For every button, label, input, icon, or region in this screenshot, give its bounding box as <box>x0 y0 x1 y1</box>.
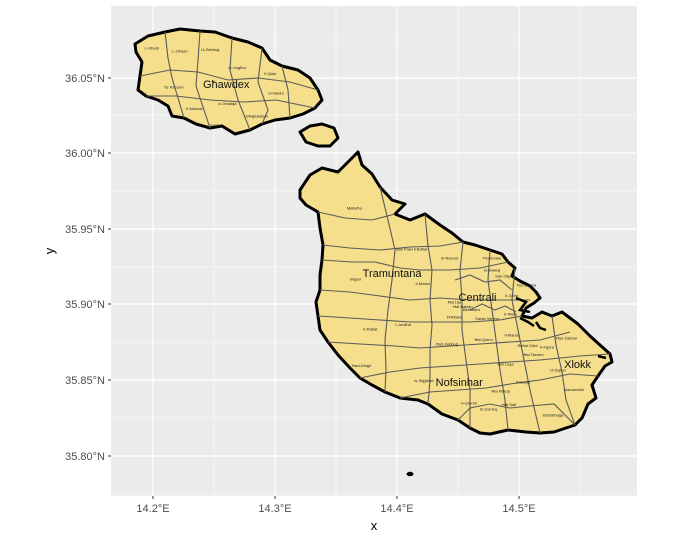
locality-label: Il-Mosta <box>415 281 430 286</box>
locality-label: Birkirkara <box>463 307 481 312</box>
locality-label: Il-Fgura <box>540 345 555 350</box>
locality-label: Sannat <box>210 122 224 127</box>
locality-label: Imġarr <box>350 277 362 282</box>
locality-label: Ħad-Dingli <box>352 363 371 368</box>
locality-label: San Pawl il-Baħar <box>396 246 428 251</box>
region-labels: Għawdex Tramuntana Centrali Nofsinhar Xlokk <box>203 79 592 389</box>
locality-label: Ħal Balzan <box>453 304 472 309</box>
y-tick-label: 35.95°N <box>65 224 105 236</box>
locality-label: L-Għarb <box>144 45 159 50</box>
x-tick-label: 14.5°E <box>502 503 535 515</box>
locality-label: Marsaxlokk <box>564 387 584 392</box>
harbour-lines <box>515 296 607 360</box>
locality-label: Il-Marsa <box>504 333 519 338</box>
locality-label: Ħal Kirkop <box>491 389 510 394</box>
locality-boundaries <box>139 30 611 434</box>
locality-label: Ħal Tarxien <box>524 352 544 357</box>
locality-label: Il-Munxar <box>186 106 203 111</box>
y-tick-label: 36.00°N <box>65 148 105 160</box>
locality-label: Mellieħa <box>347 206 363 211</box>
y-tick-label: 35.85°N <box>65 375 105 387</box>
comino-island <box>298 122 340 148</box>
locality-label: Il-Qrendi <box>461 401 476 406</box>
locality-label: San Ġiljan <box>495 274 513 279</box>
x-tick-label: 14.2°E <box>136 503 169 515</box>
locality-labels: L-Għarb L-Għasri Iż-Żebbuġ Ta' Kercem Ix-Xag… <box>144 45 584 417</box>
locality-label: Iż-Żejtun <box>550 367 566 372</box>
locality-label: Ix-Xagħra <box>229 65 247 70</box>
locality-label: Birżebbuġa <box>543 413 564 418</box>
locality-label: Iż-Żebbuġ <box>201 47 219 52</box>
y-tick-label: 35.90°N <box>65 299 105 311</box>
x-tick-label: 14.3°E <box>258 503 291 515</box>
region-label: Tramuntana <box>363 268 423 280</box>
locality-label: Tas-Sliema <box>516 283 537 288</box>
x-axis-ticks <box>152 496 520 499</box>
locality-label: L-Għasri <box>172 48 187 53</box>
locality-label: Iż-Żurrieq <box>480 407 497 412</box>
locality-label: Ħal Lija <box>448 299 462 304</box>
locality-label: Ix-Xewkija <box>218 101 237 106</box>
locality-label: Ħaż-Żebbuġ <box>436 342 458 347</box>
x-axis-title: x <box>371 518 378 533</box>
locality-label: Ħal Qormi <box>475 337 493 342</box>
y-axis-title: y <box>42 247 57 254</box>
y-tick-label: 35.80°N <box>65 451 105 463</box>
locality-label: Pembroke <box>483 255 502 260</box>
locality-label: Ħal Safi <box>502 402 516 407</box>
locality-label: Ħal Luqa <box>498 361 515 366</box>
region-label: Centrali <box>459 292 497 304</box>
locality-label: L-Imdina <box>395 322 411 327</box>
region-label: Xlokk <box>564 359 591 371</box>
locality-label: Santa Venera <box>475 316 500 321</box>
region-label: Nofsinhar <box>436 377 483 389</box>
x-tick-label: 14.4°E <box>380 503 413 515</box>
filfla-islet <box>406 471 414 477</box>
locality-label: Ħaż-Żabbar <box>556 336 578 341</box>
locality-label: Għajnsielem <box>246 113 269 118</box>
locality-label: Ħ'Attard <box>447 314 461 319</box>
y-axis-ticks <box>108 77 111 457</box>
region-label: Għawdex <box>203 79 250 91</box>
locality-label: In-Nadur <box>268 91 284 96</box>
locality-label: Ir-Rabat <box>363 327 378 332</box>
y-tick-label: 36.05°N <box>65 73 105 85</box>
locality-label: Il-Qala <box>264 71 277 76</box>
locality-label: Il-Gżira <box>505 293 519 298</box>
locality-label: Raħal Ġdid <box>517 343 537 348</box>
locality-label: Il-Pieta <box>504 311 517 316</box>
locality-label: Is-Siġġiewi <box>414 378 433 383</box>
locality-label: Ta' Kercem <box>164 85 185 90</box>
locality-label: Is-Swieqi <box>484 268 500 273</box>
locality-label: Il-Gudja <box>516 379 531 384</box>
locality-label: In-Naxxar <box>441 255 459 260</box>
